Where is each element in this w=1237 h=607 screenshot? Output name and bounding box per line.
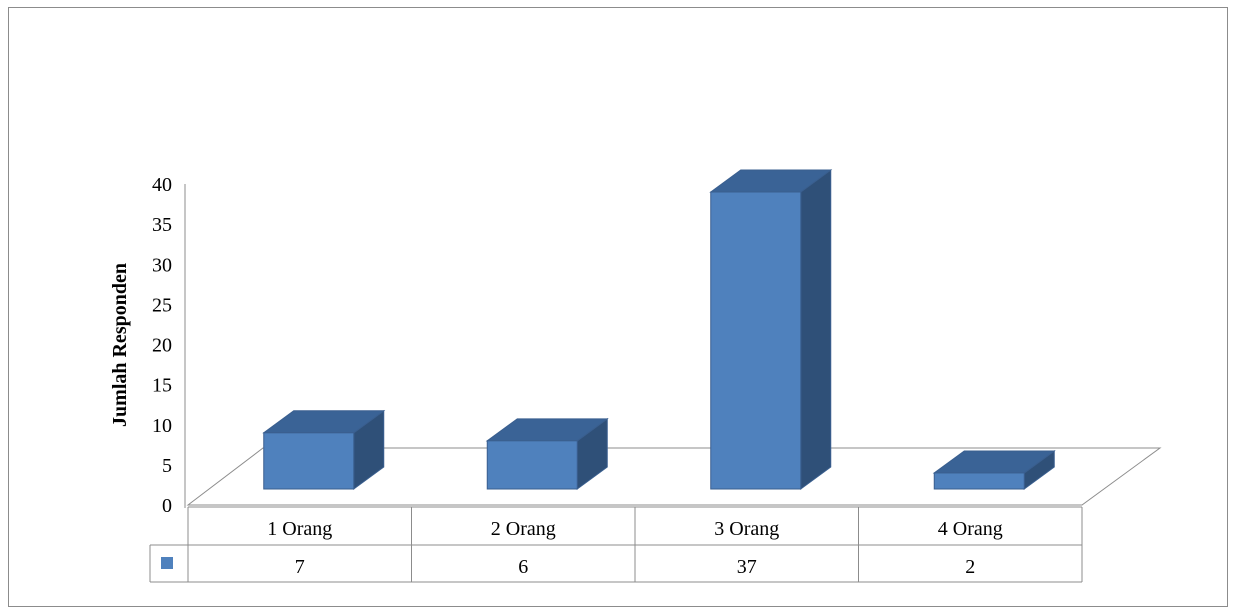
value-label: 7 [295, 556, 305, 578]
bar [709, 169, 833, 490]
data-table: 1 Orang 7 2 Orang 6 3 Orang 37 4 Orang 2 [149, 506, 1083, 583]
bar-side [800, 169, 832, 490]
value-label: 37 [737, 556, 757, 578]
legend-key [161, 557, 173, 569]
y-axis-ticks: 0 5 10 15 20 25 30 35 40 [152, 174, 172, 517]
category-label: 1 Orang [267, 518, 332, 540]
bars [262, 169, 1056, 490]
y-tick-label: 5 [162, 455, 172, 477]
category-label: 4 Orang [938, 518, 1003, 540]
bar-front [486, 440, 578, 490]
y-tick-label: 30 [152, 254, 172, 276]
y-tick-label: 25 [152, 294, 172, 316]
y-tick-label: 40 [152, 174, 172, 196]
y-tick-label: 35 [152, 214, 172, 236]
bar [932, 449, 1056, 490]
value-label: 2 [965, 556, 975, 578]
chart-axes [184, 184, 1162, 508]
y-tick-label: 10 [152, 415, 172, 437]
y-tick-label: 20 [152, 335, 172, 357]
category-label: 2 Orang [491, 518, 556, 540]
floor-plane [186, 447, 1162, 506]
y-axis-label: Jumlah Responden [109, 263, 131, 427]
y-tick-label: 15 [152, 375, 172, 397]
value-label: 6 [518, 556, 528, 578]
category-label: 3 Orang [714, 518, 779, 540]
bar-front [263, 432, 355, 490]
bar-chart: 0 5 10 15 20 25 30 35 40 Jumlah Responden 1 Oran… [109, 169, 1162, 583]
bar-front [710, 191, 802, 490]
y-tick-label: 0 [162, 495, 172, 517]
bar [485, 417, 609, 490]
bar [262, 409, 386, 490]
bar-front [933, 472, 1025, 490]
